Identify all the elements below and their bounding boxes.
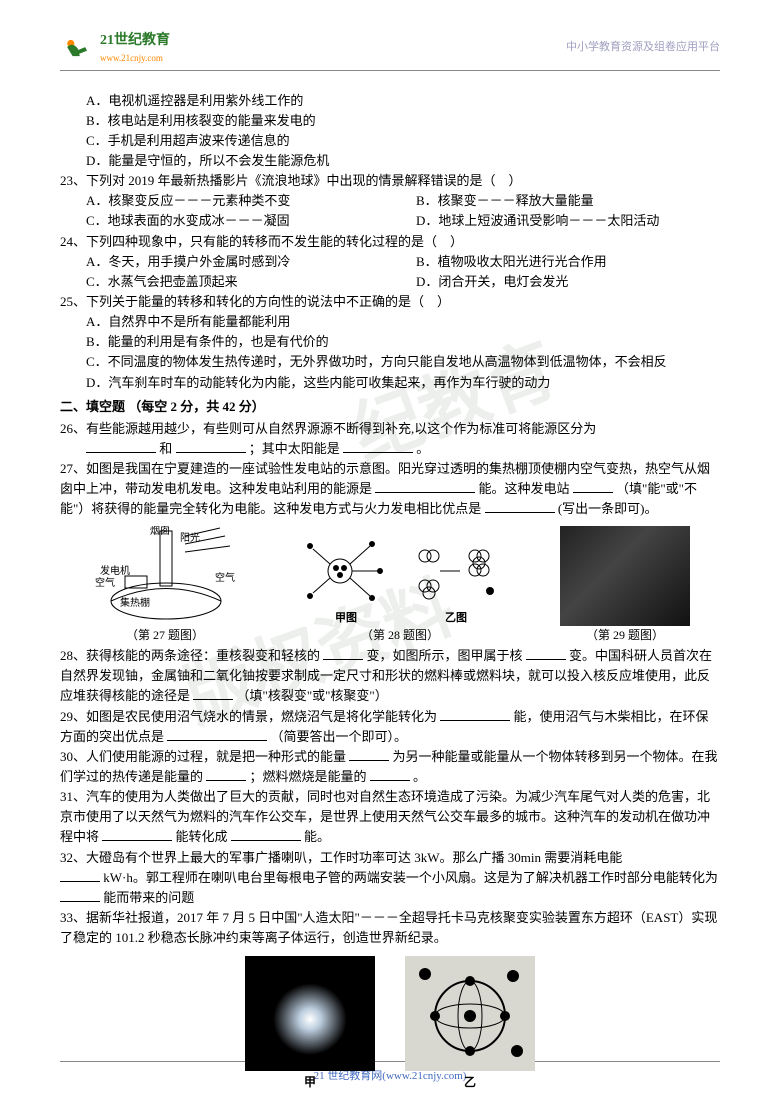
q32-t3: 能而带来的问题: [103, 890, 194, 905]
q32-t1: 32、大磴岛有个世界上最大的军事广播喇叭，工作时功率可达 3kW。那么广播 30…: [60, 850, 622, 865]
q31: 31、汽车的使用为人类做出了巨大的贡献，同时也对自然生态环境造成了污染。为减少汽…: [60, 787, 720, 847]
q26: 26、有些能源越用越少，有些则可从自然界源源不断得到补充,以这个作为标准可将能源…: [60, 419, 720, 459]
section-2-title: 二、填空题 （每空 2 分，共 42 分）: [60, 397, 720, 417]
svg-text:空气: 空气: [215, 571, 235, 584]
q29: 29、如图是农民使用沼气烧水的情景，燃烧沼气是将化学能转化为 能，使用沼气与木柴…: [60, 707, 720, 747]
q25-option-b: B．能量的利用是有条件的，也是有代价的: [60, 332, 720, 352]
page-content: 21世纪教育 www.21cnjy.com 中小学教育资源及组卷应用平台 A．电…: [0, 0, 780, 1112]
svg-text:甲图: 甲图: [335, 611, 357, 624]
q28-blank-1: [323, 647, 363, 660]
q23-option-a: A．核聚变反应－－－元素种类不变: [60, 191, 390, 211]
q22-option-c: C．手机是利用超声波来传递信息的: [60, 131, 720, 151]
figure-29: （第 29 题图）: [560, 526, 690, 645]
q26-t2: 和: [159, 441, 172, 456]
q28-blank-3: [193, 687, 233, 700]
q22-option-a: A．电视机遥控器是利用紫外线工作的: [60, 91, 720, 111]
q30-blank-2: [206, 768, 246, 781]
q32-blank-1: [60, 869, 100, 882]
q30-t4: 。: [413, 769, 426, 784]
q30: 30、人们使用能源的过程，就是把一种形式的能量 为另一种能量或能量从一个物体转移…: [60, 747, 720, 787]
q25-option-d: D．汽车刹车时车的动能转化为内能，这些内能可收集起来，再作为车行驶的动力: [60, 373, 720, 393]
figure-33-yi-svg: [405, 956, 535, 1071]
q29-blank-2: [167, 728, 267, 741]
q32-t2: kW·h。郭工程师在喇叭电台里每根电子管的两端安装一个小风扇。这是为了解决机器工…: [103, 870, 718, 885]
q23-option-d: D．地球上短波通讯受影响－－－太阳活动: [390, 211, 720, 231]
q22-option-b: B．核电站是利用核裂变的能量来发电的: [60, 111, 720, 131]
q24-option-b: B．植物吸收太阳光进行光合作用: [390, 252, 720, 272]
q26-blank-1: [86, 440, 156, 453]
figure-33-yi-caption: 乙: [464, 1073, 476, 1092]
logo-url: www.21cnjy.com: [100, 52, 170, 66]
figure-row-2: 甲 乙: [60, 956, 720, 1092]
q25-stem: 25、下列关于能量的转移和转化的方向性的说法中不正确的是（ ）: [60, 292, 720, 312]
q26-blank-2: [176, 440, 246, 453]
figure-28: 甲图 乙图 （第 28 题图）: [300, 526, 500, 645]
header-platform-text: 中小学教育资源及组卷应用平台: [566, 39, 720, 56]
figure-27-svg: 烟囱 阳光 发电机 空气 空气 集热棚: [90, 526, 240, 626]
q24-option-a: A．冬天，用手摸户外金属时感到冷: [60, 252, 390, 272]
logo: 21世纪教育 www.21cnjy.com: [60, 30, 170, 66]
q26-blank-3: [343, 440, 413, 453]
figure-29-caption: （第 29 题图）: [586, 626, 664, 645]
figure-row-1: 烟囱 阳光 发电机 空气 空气 集热棚 （第 27 题图）: [60, 526, 720, 645]
q28: 28、获得核能的两条途径：重核裂变和轻核的 变，如图所示，图甲属于核 变。中国科…: [60, 646, 720, 706]
q22-option-d: D．能量是守恒的，所以不会发生能源危机: [60, 151, 720, 171]
q30-blank-3: [370, 768, 410, 781]
figure-28-svg: 甲图 乙图: [300, 526, 500, 626]
q29-t1: 29、如图是农民使用沼气烧水的情景，燃烧沼气是将化学能转化为: [60, 709, 437, 724]
svg-text:烟囱: 烟囱: [150, 526, 170, 537]
q27: 27、如图是我国在宁夏建造的一座试验性发电站的示意图。阳光穿过透明的集热棚顶使棚…: [60, 459, 720, 519]
q30-t3: ；燃料燃烧是能量的: [250, 769, 367, 784]
q24-option-d: D．闭合开关，电灯会发光: [390, 272, 720, 292]
figure-29-photo: [560, 526, 690, 626]
q23-stem: 23、下列对 2019 年最新热播影片《流浪地球》中出现的情景解释错误的是（ ）: [60, 171, 720, 191]
q31-t2: 能转化成: [176, 829, 228, 844]
svg-text:集热棚: 集热棚: [120, 596, 150, 609]
svg-text:阳光: 阳光: [180, 531, 200, 544]
svg-text:发电机: 发电机: [100, 564, 130, 577]
q27-blank-3: [485, 500, 555, 513]
logo-title: 21世纪教育: [100, 30, 170, 52]
q26-t4: 。: [416, 441, 429, 456]
q29-blank-1: [440, 708, 510, 721]
q24-stem: 24、下列四种现象中，只有能的转移而不发生能的转化过程的是（ ）: [60, 232, 720, 252]
figure-27: 烟囱 阳光 发电机 空气 空气 集热棚 （第 27 题图）: [90, 526, 240, 645]
q30-t1: 30、人们使用能源的过程，就是把一种形式的能量: [60, 749, 346, 764]
figure-33-yi: 乙: [405, 956, 535, 1092]
figure-33-jia-caption: 甲: [304, 1073, 316, 1092]
svg-text:乙图: 乙图: [445, 611, 467, 624]
q28-t1: 28、获得核能的两条途径：重核裂变和轻核的: [60, 648, 320, 663]
figure-27-caption: （第 27 题图）: [126, 626, 204, 645]
logo-icon: [60, 33, 96, 63]
q33: 33、据新华社报道，2017 年 7 月 5 日中国"人造太阳"－－－全超导托卡…: [60, 908, 720, 948]
q26-t1: 26、有些能源越用越少，有些则可从自然界源源不断得到补充,以这个作为标准可将能源…: [60, 421, 596, 436]
figure-33-jia-photo: [245, 956, 375, 1071]
q28-t2: 变，如图所示，图甲属于核: [367, 648, 523, 663]
q23-option-c: C．地球表面的水变成冰－－－凝固: [60, 211, 390, 231]
q27-blank-1: [375, 480, 475, 493]
q31-t3: 能。: [304, 829, 330, 844]
q26-t3: ；其中太阳能是: [249, 441, 340, 456]
q27-blank-2: [573, 480, 613, 493]
q25-option-c: C．不同温度的物体发生热传递时，无外界做功时，方向只能自发地从高温物体到低温物体…: [60, 352, 720, 372]
q28-t4: （填"核裂变"或"核聚变"）: [237, 688, 388, 703]
q30-blank-1: [349, 748, 389, 761]
q27-t4: (写出一条即可)。: [558, 501, 658, 516]
figure-33-jia: 甲: [245, 956, 375, 1092]
page-header: 21世纪教育 www.21cnjy.com 中小学教育资源及组卷应用平台: [60, 30, 720, 71]
q32-blank-2: [60, 889, 100, 902]
q27-t2: 能。这种发电站: [479, 481, 570, 496]
q29-t3: （简要答出一个即可）。: [271, 729, 408, 744]
q25-option-a: A．自然界中不是所有能量都能利用: [60, 312, 720, 332]
q28-blank-2: [526, 647, 566, 660]
q23-option-b: B．核聚变－－－释放大量能量: [390, 191, 720, 211]
svg-text:空气: 空气: [95, 576, 115, 589]
q31-blank-2: [231, 828, 301, 841]
q24-option-c: C．水蒸气会把壶盖顶起来: [60, 272, 390, 292]
q33-t1: 33、据新华社报道，2017 年 7 月 5 日中国"人造太阳"－－－全超导托卡…: [60, 910, 717, 945]
q31-blank-1: [102, 828, 172, 841]
q32: 32、大磴岛有个世界上最大的军事广播喇叭，工作时功率可达 3kW。那么广播 30…: [60, 848, 720, 908]
figure-28-caption: （第 28 题图）: [361, 626, 439, 645]
